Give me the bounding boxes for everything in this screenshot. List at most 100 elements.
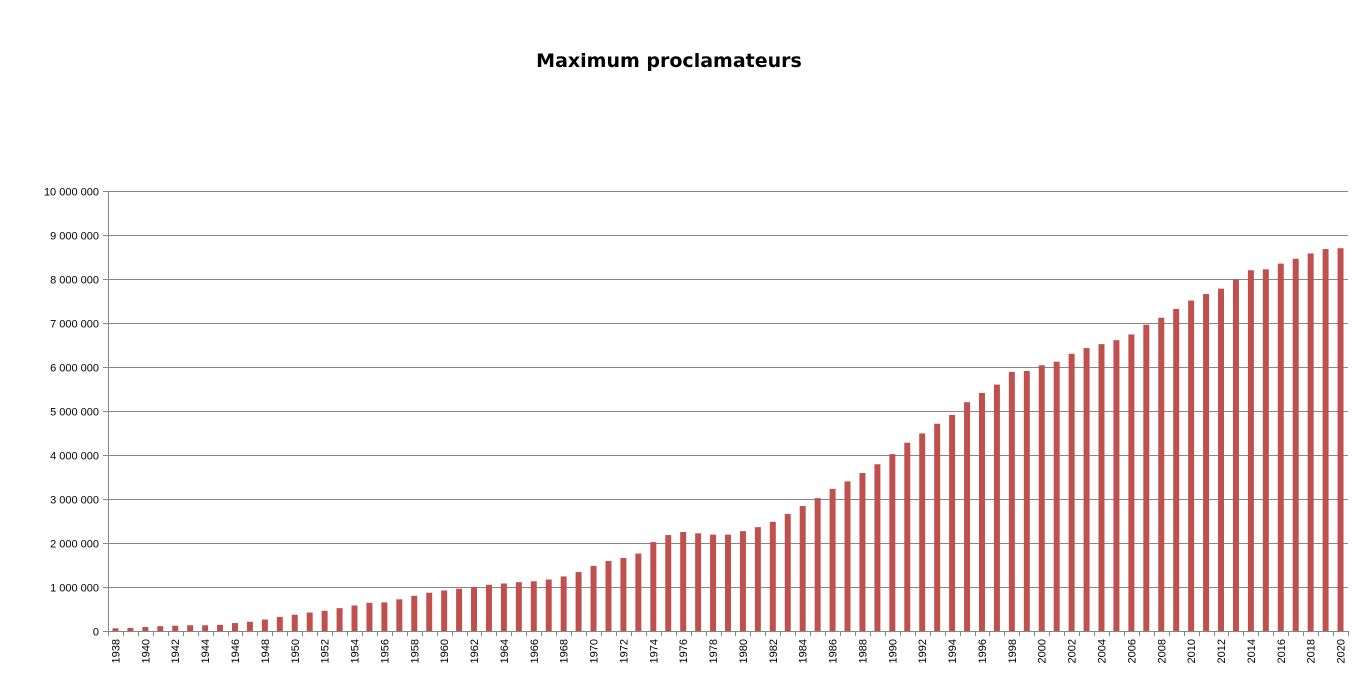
bar-2019 — [1322, 249, 1329, 631]
x-tick-label: 1994 — [947, 639, 959, 663]
x-tick-label: 2020 — [1336, 639, 1348, 663]
x-tick-label: 1950 — [290, 639, 302, 663]
y-tick-label: 6 000 000 — [50, 363, 99, 375]
bar-1954 — [351, 605, 358, 631]
bar-1960 — [441, 590, 448, 631]
y-axis-tick-labels: 0 1 000 000 2 000 000 3 000 000 4 000 000 5 0… — [44, 187, 99, 639]
bar-1999 — [1023, 370, 1030, 631]
bar-2016 — [1277, 263, 1284, 631]
x-tick-label: 1964 — [499, 639, 511, 663]
bar-2006 — [1128, 334, 1135, 631]
x-tick-label: 2014 — [1246, 639, 1258, 663]
y-tick-label: 5 000 000 — [50, 407, 99, 419]
y-tick-label: 1 000 000 — [50, 583, 99, 595]
bar-1967 — [545, 579, 552, 631]
bar-1990 — [889, 454, 896, 631]
bar-1950 — [291, 614, 298, 631]
bar-1958 — [411, 595, 418, 631]
bar-1976 — [680, 532, 687, 631]
bar-2013 — [1232, 279, 1239, 631]
bar-2012 — [1218, 288, 1224, 631]
bar-1938 — [112, 628, 119, 631]
bar-1961 — [456, 588, 463, 631]
bar-1974 — [650, 542, 657, 631]
x-tick-label: 1974 — [648, 639, 660, 663]
y-tick-label: 7 000 000 — [50, 319, 99, 331]
bar-2010 — [1188, 300, 1195, 631]
x-tick-label: 1988 — [857, 639, 869, 663]
bar-1952 — [321, 610, 328, 631]
bar-1969 — [575, 572, 582, 631]
bar-2005 — [1113, 340, 1120, 631]
bar-1984 — [799, 506, 806, 631]
bar-1972 — [620, 557, 627, 631]
bar-1941 — [157, 626, 164, 631]
bar-1981 — [754, 527, 761, 631]
x-tick-label: 1946 — [230, 639, 242, 663]
bar-1980 — [739, 531, 746, 631]
bar-1975 — [665, 535, 672, 631]
bar-1966 — [530, 581, 537, 631]
bar-2017 — [1292, 258, 1299, 631]
bar-1965 — [515, 582, 522, 631]
x-tick-label: 2012 — [1216, 639, 1228, 663]
bar-1959 — [426, 592, 433, 631]
bar-1977 — [695, 533, 702, 631]
y-tick-label: 3 000 000 — [50, 495, 99, 507]
x-tick-label: 1952 — [320, 639, 332, 663]
x-tick-label: 1940 — [140, 639, 152, 663]
bar-1982 — [769, 521, 776, 631]
x-tick-label: 1992 — [917, 639, 929, 663]
bar-1947 — [246, 621, 253, 631]
bar-1993 — [934, 423, 941, 631]
bar-1949 — [276, 616, 283, 631]
bar-1998 — [1008, 371, 1015, 631]
bar-2015 — [1262, 269, 1269, 631]
bar-2018 — [1307, 253, 1314, 632]
bar-1963 — [485, 584, 492, 631]
x-tick-label: 1978 — [708, 639, 720, 663]
y-tick-label: 10 000 000 — [44, 187, 99, 199]
x-tick-label: 1998 — [1007, 639, 1019, 663]
bar-1948 — [261, 619, 268, 631]
x-tick-label: 1986 — [828, 639, 840, 663]
axes — [108, 191, 1349, 636]
x-tick-label: 1962 — [469, 639, 481, 663]
bar-2004 — [1098, 344, 1105, 631]
y-tick-label: 9 000 000 — [50, 231, 99, 243]
x-tick-label: 2000 — [1037, 639, 1049, 663]
bar-1994 — [949, 414, 956, 631]
x-tick-label: 1970 — [589, 639, 601, 663]
x-tick-label: 1938 — [110, 639, 122, 663]
x-tick-label: 1954 — [350, 639, 362, 663]
x-tick-label: 1972 — [618, 639, 630, 663]
x-tick-label: 2002 — [1067, 639, 1079, 663]
x-tick-label: 1968 — [559, 639, 571, 663]
bar-1951 — [306, 612, 313, 631]
x-tick-label: 1984 — [798, 639, 810, 663]
bar-1995 — [964, 402, 971, 631]
x-axis-tick-labels: 1938 1940 1942 1944 1946 1948 1950 1952 1954 1956… — [110, 639, 1347, 663]
bar-2002 — [1068, 353, 1075, 631]
bar-2020 — [1337, 248, 1344, 631]
x-tick-label: 1982 — [768, 639, 780, 663]
bar-1943 — [187, 625, 194, 631]
bar-1945 — [217, 624, 224, 631]
bar-1955 — [366, 602, 373, 631]
x-tick-label: 2004 — [1096, 639, 1108, 663]
bar-2011 — [1203, 293, 1210, 631]
bar-1973 — [635, 553, 642, 631]
x-tick-label: 1958 — [409, 639, 421, 663]
y-tick-label: 0 — [93, 627, 99, 639]
bar-1957 — [396, 599, 403, 631]
x-tick-label: 1944 — [200, 639, 212, 663]
bar-2008 — [1158, 317, 1165, 631]
bar-1940 — [142, 627, 149, 631]
x-tick-label: 1942 — [170, 639, 182, 663]
bar-2001 — [1053, 361, 1060, 631]
bar-1962 — [471, 587, 478, 631]
bar-1996 — [978, 392, 985, 631]
x-tick-label: 1996 — [977, 639, 989, 663]
x-tick-label: 2018 — [1306, 639, 1318, 663]
